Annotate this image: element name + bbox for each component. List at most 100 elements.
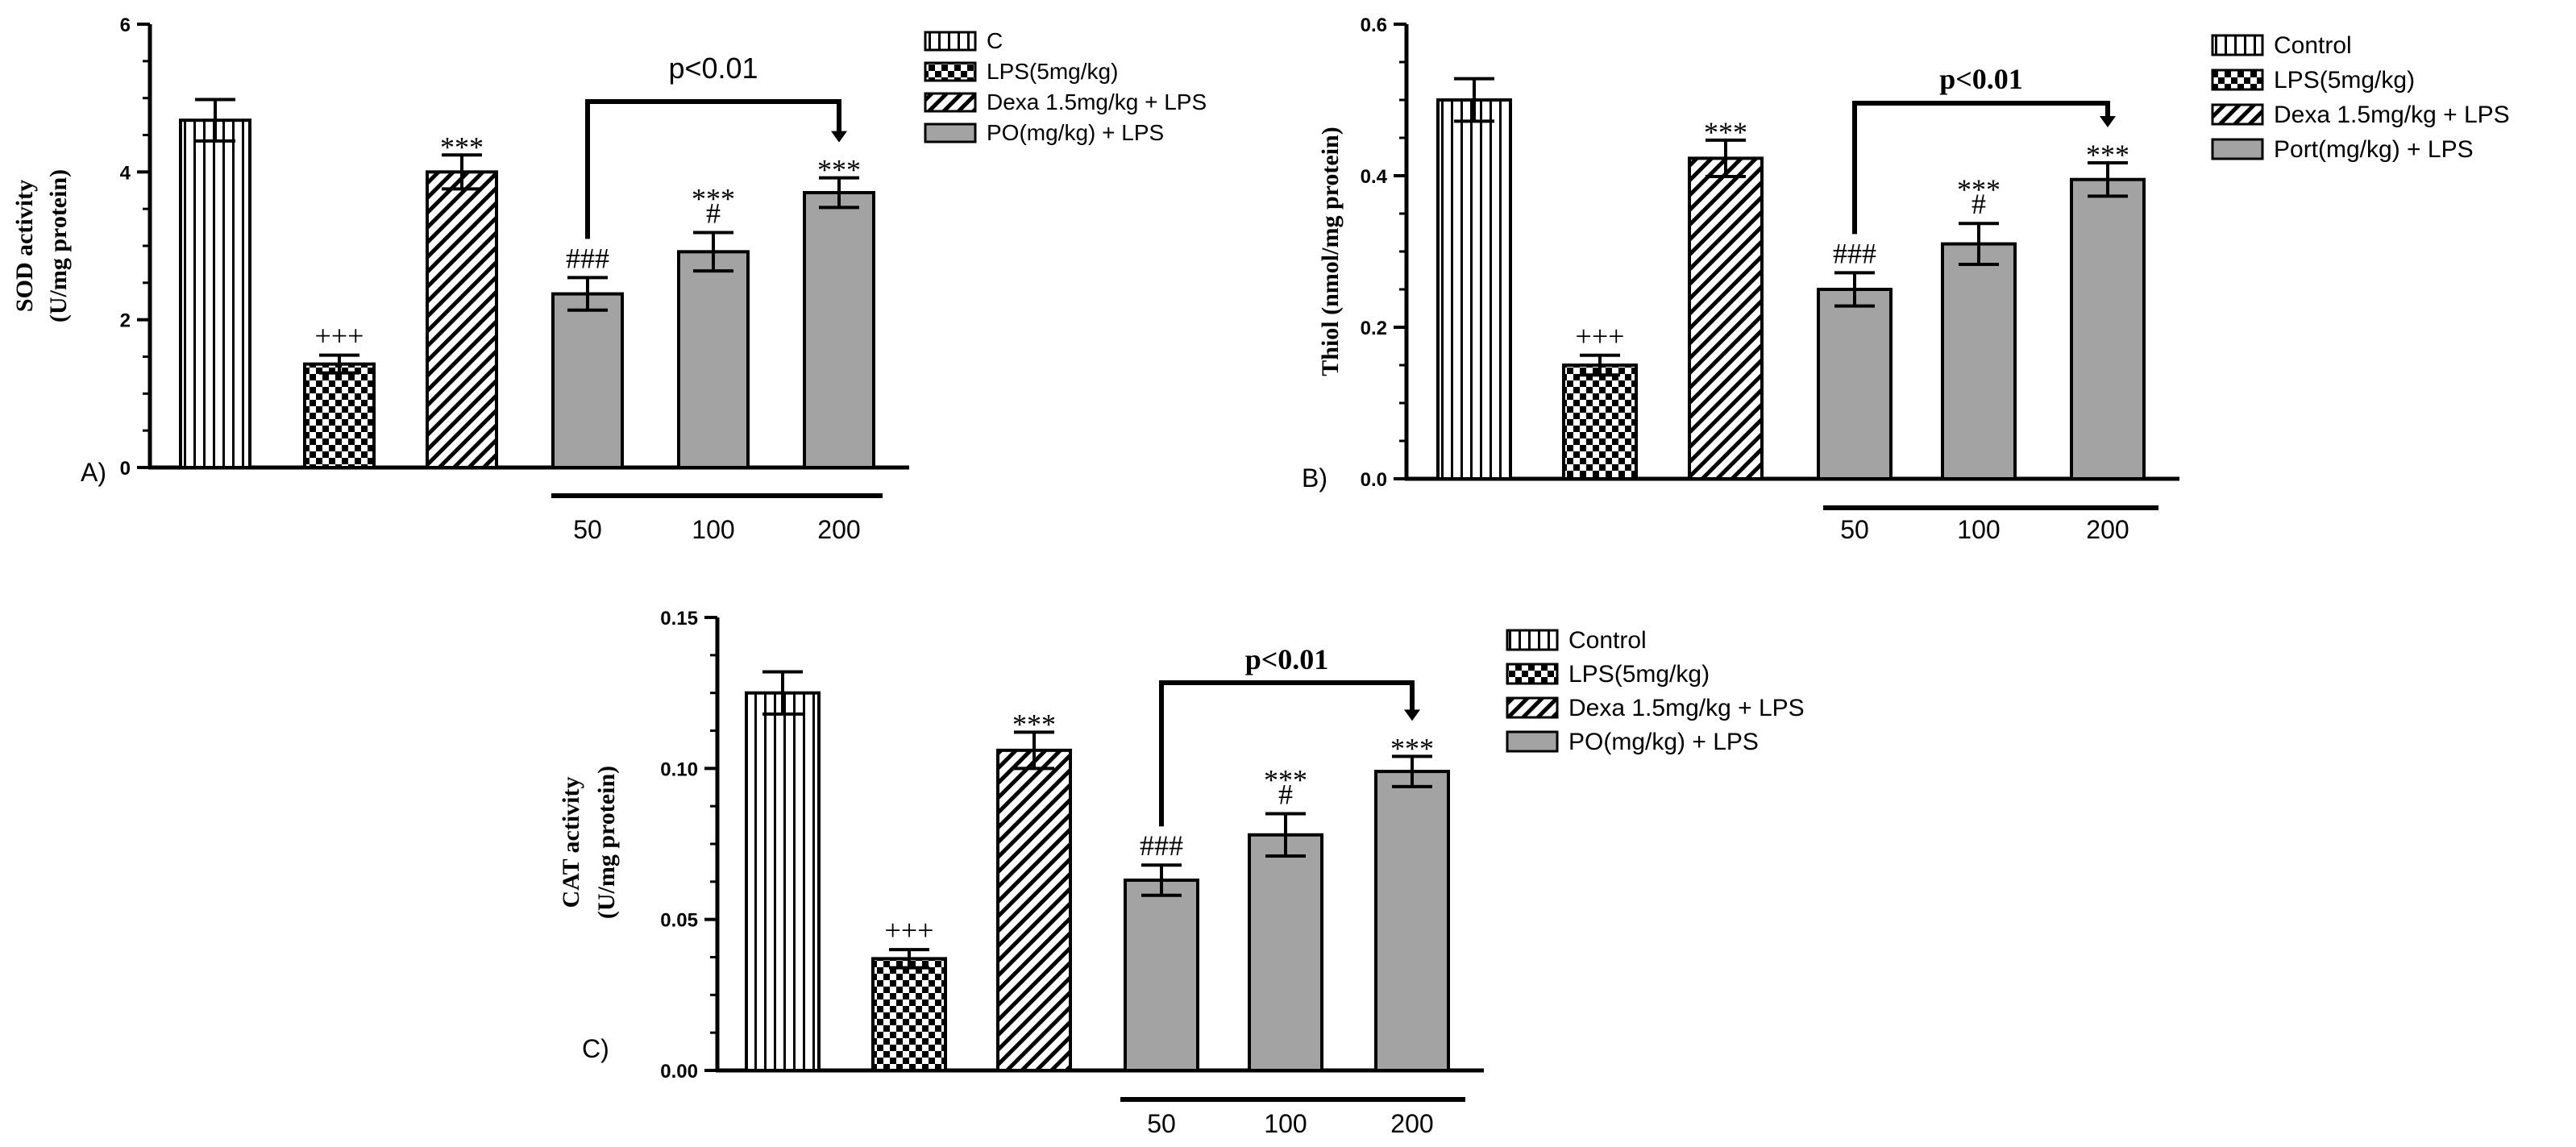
pvalue-label: p<0.01 xyxy=(1939,63,2023,95)
dose-label: 100 xyxy=(1957,515,2000,544)
bar-6 xyxy=(803,191,875,469)
legend-swatch xyxy=(924,123,977,143)
y-tick-label: 0.0 xyxy=(1361,469,1387,491)
dose-label: 50 xyxy=(1147,1109,1176,1138)
y-tick-label: 6 xyxy=(120,15,131,36)
legend-swatch xyxy=(1506,663,1559,685)
dose-label: 100 xyxy=(1264,1109,1307,1138)
legend-label: PO(mg/kg) + LPS xyxy=(987,120,1164,145)
bar-4 xyxy=(1817,288,1893,480)
significance-hash: ### xyxy=(566,242,609,274)
legend-swatch xyxy=(924,61,977,82)
significance-plus: +++ xyxy=(315,320,364,352)
bar-5 xyxy=(1248,833,1323,1072)
y-axis-label: SOD activity xyxy=(11,180,38,312)
y-tick-label: 0.05 xyxy=(660,910,698,932)
significance-stars: *** xyxy=(1957,173,2001,206)
legend-label: LPS(5mg/kg) xyxy=(987,59,1118,84)
y-tick-label: 0.10 xyxy=(660,758,698,780)
significance-hash: ### xyxy=(1833,237,1876,269)
dose-label: 50 xyxy=(1840,515,1869,544)
bar-1 xyxy=(745,691,821,1073)
significance-hash: # xyxy=(1278,779,1293,811)
pvalue-bracket xyxy=(1159,680,1415,827)
significance-stars: *** xyxy=(1390,732,1434,764)
panel-label: B) xyxy=(1302,463,1327,492)
legend: Control LPS(5mg/kg) Dexa 1.5mg/kg + LPS PO(… xyxy=(1506,627,1805,755)
significance-stars: *** xyxy=(440,131,484,163)
legend-label: C xyxy=(987,28,1003,53)
legend: C LPS(5mg/kg) Dexa 1.5mg/kg + LPS PO(mg/kg)… xyxy=(924,28,1207,145)
dose-label: 100 xyxy=(692,515,734,544)
y-axis-label: Thiol (nmol/mg protein) xyxy=(1317,127,1344,376)
legend-label: PO(mg/kg) + LPS xyxy=(1568,729,1759,755)
dose-label: 200 xyxy=(1390,1109,1433,1138)
legend-label: Dexa 1.5mg/kg + LPS xyxy=(2274,102,2510,128)
legend-swatch xyxy=(924,31,977,52)
bar-3 xyxy=(1688,156,1764,480)
pvalue-arrowhead xyxy=(2100,116,2116,128)
bar-1 xyxy=(179,118,251,470)
pvalue-arrowhead xyxy=(1404,709,1420,721)
y-axis-label: (U/mg protein) xyxy=(593,766,620,919)
bar-5 xyxy=(1941,242,2017,480)
bar-3 xyxy=(426,170,498,469)
significance-stars: *** xyxy=(1264,764,1307,796)
bar-2 xyxy=(1562,364,1638,480)
bar-4 xyxy=(1124,878,1199,1072)
y-tick-label: 0 xyxy=(120,458,131,480)
bar-2 xyxy=(871,957,947,1072)
y-tick-label: 0.15 xyxy=(660,608,698,630)
legend-swatch xyxy=(2211,34,2264,56)
dose-label: 200 xyxy=(817,515,860,544)
y-tick-label: 0.2 xyxy=(1361,318,1387,339)
significance-stars: *** xyxy=(692,183,735,215)
legend-label: LPS(5mg/kg) xyxy=(1568,661,1710,688)
pvalue-label: p<0.01 xyxy=(1245,643,1329,675)
bar-2 xyxy=(303,362,376,469)
bar-5 xyxy=(677,250,750,469)
pvalue-label: p<0.01 xyxy=(668,52,758,85)
significance-stars: *** xyxy=(817,154,861,186)
significance-plus: +++ xyxy=(1576,320,1625,352)
significance-stars: *** xyxy=(1012,708,1056,740)
legend-swatch xyxy=(2211,103,2264,126)
significance-stars: *** xyxy=(2086,139,2129,171)
y-tick-label: 2 xyxy=(120,310,131,332)
y-tick-label: 0.4 xyxy=(1361,166,1388,188)
legend-swatch xyxy=(2211,138,2264,160)
pvalue-arrowhead xyxy=(831,131,847,143)
significance-plus: +++ xyxy=(885,914,934,946)
y-tick-label: 4 xyxy=(120,162,131,184)
legend-swatch xyxy=(1506,730,1559,753)
bar-6 xyxy=(2070,177,2146,480)
y-tick-label: 0.6 xyxy=(1361,15,1387,36)
pvalue-bracket xyxy=(585,99,841,239)
bar-1 xyxy=(1436,98,1512,480)
legend-label: Dexa 1.5mg/kg + LPS xyxy=(987,89,1207,114)
legend-swatch xyxy=(1506,696,1559,719)
bar-4 xyxy=(551,292,624,470)
bar-6 xyxy=(1374,770,1450,1073)
chart-panel-b: 0.0 0.2 0.4 0.6 Thiol (nmol/mg protein) B) +++… xyxy=(1302,15,2510,544)
significance-hash: # xyxy=(1971,188,1986,220)
legend-label: LPS(5mg/kg) xyxy=(2274,67,2415,94)
panel-label: C) xyxy=(582,1034,609,1063)
legend-label: Port(mg/kg) + LPS xyxy=(2274,136,2474,163)
legend: Control LPS(5mg/kg) Dexa 1.5mg/kg + LPS Por… xyxy=(2211,32,2510,163)
pvalue-bracket xyxy=(1852,101,2110,235)
panel-label: A) xyxy=(81,458,106,487)
chart-panel-c: 0.00 0.05 0.10 0.15 CAT activity (U/mg protei… xyxy=(558,608,1805,1138)
significance-hash: ### xyxy=(1140,829,1183,862)
y-tick-label: 0.00 xyxy=(660,1061,698,1083)
y-axis-label: CAT activity xyxy=(558,776,584,908)
significance-stars: *** xyxy=(1704,116,1747,148)
legend-label: Dexa 1.5mg/kg + LPS xyxy=(1568,695,1805,721)
legend-label: Control xyxy=(2274,32,2352,59)
bar-3 xyxy=(996,748,1072,1072)
legend-swatch xyxy=(1506,629,1559,651)
dose-label: 50 xyxy=(573,515,602,544)
legend-label: Control xyxy=(1568,627,1647,654)
